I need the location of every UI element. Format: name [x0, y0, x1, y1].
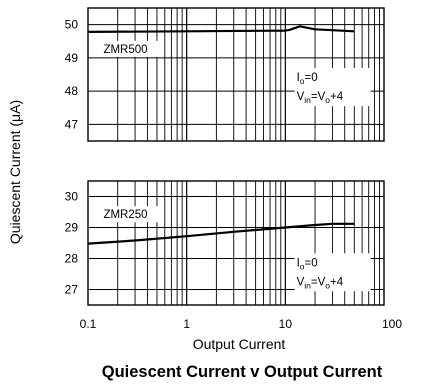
annotation-io: Io=0: [297, 72, 318, 86]
x-axis-label: Output Current: [193, 336, 286, 352]
series-line: [87, 222, 355, 245]
y-tick-label: 49: [65, 51, 79, 65]
y-tick-label: 50: [65, 18, 79, 32]
series-label: ZMR250: [103, 209, 147, 221]
series-label: ZMR500: [103, 44, 147, 56]
series-line: [87, 25, 355, 33]
y-tick-label: 29: [65, 221, 79, 235]
x-tick-label: 0.1: [80, 317, 97, 331]
chart-title: Quiescent Current v Output Current: [102, 363, 383, 381]
panel-top: 47 48 49 50 ZMR500 Io=0 Vin=Vo+4: [65, 7, 385, 142]
annotation-vin: Vin=Vo+4: [297, 276, 344, 290]
y-tick-label: 27: [65, 283, 79, 297]
y-tick-label: 47: [65, 117, 79, 131]
annotation-background: [294, 68, 371, 107]
y-tick-label: 48: [65, 84, 79, 98]
x-tick-label: 10: [279, 317, 293, 331]
x-axis-ticks: 0.1 1 10 100: [80, 317, 403, 331]
x-tick-label: 1: [183, 317, 190, 331]
y-tick-label: 30: [65, 190, 79, 204]
annotation-io: Io=0: [297, 257, 318, 271]
x-tick-label: 100: [382, 317, 402, 331]
annotation-background: [294, 253, 371, 292]
y-axis-label: Quiescent Current (μA): [7, 100, 23, 244]
label-background: [93, 40, 158, 57]
plot-frame: [87, 7, 385, 142]
annotation-vin: Vin=Vo+4: [297, 91, 344, 105]
panel-bottom: 27 28 29 30 ZMR250 Io=0 Vin=Vo+4: [65, 180, 385, 306]
y-tick-label: 28: [65, 252, 79, 266]
label-background: [93, 206, 158, 223]
